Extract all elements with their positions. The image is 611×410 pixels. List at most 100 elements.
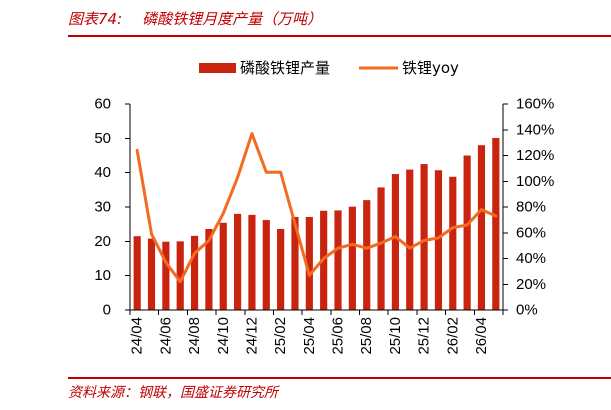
x-tick-label-24-12: 24/12 [243,317,260,355]
yoy-point-25-02 [279,170,283,174]
yoy-point-24-11 [236,175,240,179]
x-tick-label-24-10: 24/10 [215,317,232,355]
yoy-point-25-09 [379,241,383,245]
legend-item-production: 磷酸铁锂产量 [199,59,330,77]
y-left-tick-label: 50 [94,130,111,147]
bar-25-10 [391,174,399,310]
yoy-point-24-08 [193,251,196,255]
yoy-point-26-01 [437,236,440,240]
yoy-line [135,132,498,284]
bar-24-06 [162,241,170,310]
yoy-point-24-09 [207,239,211,242]
footer-rule [68,377,611,379]
figure-label: 图表74: [68,10,123,28]
y-right-tick-label: 140% [516,121,554,138]
x-tick-label-25-12: 25/12 [416,317,433,355]
y-right-tick-label: 40% [516,250,546,267]
bar-25-11 [406,169,414,310]
x-tick-label-25-04: 25/04 [301,317,318,355]
legend-label-yoy: 铁锂yoy [402,59,459,77]
y-right-tick-label: 80% [516,199,546,216]
bar-25-12 [420,164,428,310]
source-note: 资料来源：钢联，国盛证券研究所 [68,385,278,401]
bar-25-03 [291,216,299,310]
yoy-line-series [135,132,498,284]
yoy-point-25-07 [350,242,354,246]
bar-25-04 [305,216,313,310]
yoy-point-24-04 [135,148,139,152]
header-rule [68,35,611,37]
yoy-point-25-06 [336,246,340,250]
bar-26-01 [434,170,443,310]
x-tick-label-25-08: 25/08 [358,317,375,355]
y-left-tick-label: 40 [94,164,111,181]
bar-24-12 [248,214,256,310]
y-right-tick-label: 20% [516,276,546,293]
y-left-tick-label: 10 [94,267,111,284]
yoy-point-24-12 [250,132,254,136]
x-tick-label-26-02: 26/02 [444,317,461,355]
bar-24-08 [190,235,199,310]
yoy-point-24-07 [178,280,182,284]
y-left-tick-label: 30 [94,199,111,216]
bar-25-02 [277,228,285,310]
y-left-tick-label: 20 [94,233,111,250]
y-axis-right: 0% 20% 40% 60% 80% 100% 120% 140% 160% [502,96,554,319]
bar-24-04 [133,236,141,310]
legend-item-yoy: 铁锂yoy [359,59,459,77]
bar-25-08 [363,200,371,310]
y-axis-left: 0 10 20 30 40 50 60 [94,96,131,319]
x-tick-label-25-06: 25/06 [330,317,347,355]
bar-26-02 [449,176,457,310]
bar-24-05 [147,238,156,310]
y-right-tick-label: 120% [516,147,554,164]
x-axis: 24/04 24/06 24/08 24/10 24/12 25/02 25/04 25/06… [129,309,504,355]
x-tick-label-24-06: 24/06 [157,317,174,355]
bar-26-03 [463,155,471,310]
yoy-point-25-01 [264,170,268,174]
yoy-point-25-11 [408,246,412,250]
x-tick-label-26-04: 26/04 [473,317,490,355]
yoy-point-25-12 [422,239,426,242]
yoy-point-26-03 [465,223,469,227]
x-tick-label-25-10: 25/10 [387,317,404,355]
bar-24-10 [219,222,227,310]
yoy-point-24-06 [164,260,168,264]
y-left-tick-label: 60 [94,96,111,113]
bar-24-11 [234,213,242,310]
legend-swatch-production [199,63,236,73]
yoy-point-25-04 [307,273,311,277]
bar-25-07 [348,206,356,310]
bar-26-04 [477,145,486,310]
yoy-point-25-08 [365,246,369,250]
yoy-point-24-05 [150,232,153,236]
yoy-point-26-02 [451,226,455,230]
y-right-tick-label: 100% [516,173,554,190]
x-tick-label-25-02: 25/02 [272,317,289,355]
x-tick-label-24-08: 24/08 [186,317,203,355]
y-right-tick-label: 60% [516,224,546,241]
x-tick-label-24-04: 24/04 [129,317,146,355]
chart-title: 磷酸铁锂月度产量（万吨） [142,10,323,28]
bars [133,137,500,310]
yoy-point-24-10 [221,212,225,215]
yoy-point-25-03 [293,222,297,226]
yoy-point-26-05 [494,214,498,218]
y-left-tick-label: 0 [103,302,111,319]
yoy-point-26-04 [480,208,483,211]
legend-label-production: 磷酸铁锂产量 [240,59,330,77]
y-right-tick-label: 0% [516,302,538,319]
bar-25-09 [377,187,385,310]
bar-25-06 [334,210,342,310]
figure-header: 图表74: 磷酸铁锂月度产量（万吨） [68,8,322,30]
bar-24-07 [176,241,184,310]
bar-25-01 [262,220,270,310]
bar-26-05 [492,137,500,310]
legend: 磷酸铁锂产量 铁锂yoy [199,59,459,77]
yoy-point-25-10 [394,235,397,239]
y-right-tick-label: 160% [516,96,554,113]
yoy-point-25-05 [322,257,326,260]
bar-24-09 [205,228,213,310]
